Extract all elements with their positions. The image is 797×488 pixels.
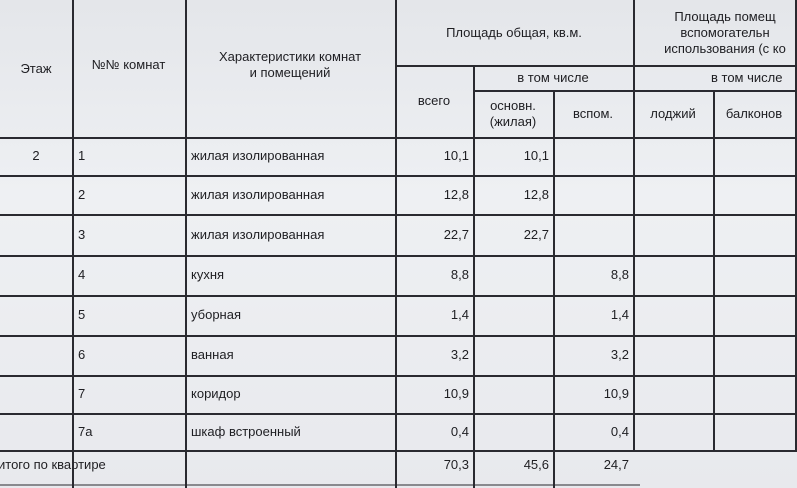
grid-horizontal	[0, 175, 797, 177]
row-all: 10,9	[443, 386, 469, 401]
grid-horizontal	[0, 335, 797, 337]
row-floor	[0, 335, 72, 375]
header-room-no: №№ комнат	[91, 57, 166, 72]
row-floor	[0, 295, 72, 335]
row-name: ванная	[191, 347, 234, 362]
row-aux: 0,4	[610, 423, 629, 439]
row-aux: 1,4	[610, 307, 629, 322]
header-including-2: в том числе	[711, 69, 783, 85]
row-aux	[553, 137, 633, 175]
row-floor	[0, 375, 72, 413]
row-no: 1	[78, 148, 86, 163]
header-total-area: Площадь общая, кв.м.	[446, 24, 582, 40]
row-all: 8,8	[450, 267, 469, 282]
header-characteristics: Характеристики комнат и помещений	[218, 49, 362, 80]
grid-horizontal	[0, 413, 797, 415]
header-including: в том числе	[517, 69, 589, 85]
row-floor: 2	[32, 148, 40, 163]
row-name: жилая изолированная	[191, 226, 325, 242]
row-name: кухня	[191, 267, 225, 282]
grid-horizontal	[0, 137, 797, 139]
grid-horizontal	[473, 90, 797, 92]
row-aux: 10,9	[603, 386, 629, 401]
row-main	[473, 413, 553, 450]
row-floor	[0, 175, 72, 214]
row-floor	[0, 255, 72, 295]
row-name: уборная	[191, 307, 242, 322]
grid-vertical	[395, 0, 397, 488]
header-aux-area: Площадь помещ вспомогательн использовани…	[664, 8, 786, 56]
row-main	[473, 255, 553, 295]
grid-horizontal	[0, 214, 797, 216]
row-all: 0,4	[450, 423, 469, 439]
row-aux	[553, 175, 633, 214]
row-main	[473, 295, 553, 335]
grid-vertical	[713, 90, 715, 450]
grid-horizontal	[0, 484, 640, 486]
header-all: всего	[417, 93, 451, 108]
row-name: жилая изолированная	[191, 186, 325, 202]
total-label: итого по квартире	[0, 457, 106, 472]
grid-horizontal	[0, 295, 797, 297]
row-no: 6	[78, 347, 86, 362]
row-aux	[553, 214, 633, 255]
grid-vertical	[72, 0, 74, 488]
row-all: 3,2	[450, 347, 469, 362]
row-no: 7а	[78, 423, 93, 439]
total-main: 45,6	[523, 457, 549, 472]
row-main: 10,1	[523, 148, 549, 163]
grid-vertical	[185, 0, 187, 488]
header-aux: вспом.	[572, 105, 614, 121]
row-no: 7	[78, 386, 86, 401]
row-aux: 3,2	[610, 347, 629, 362]
grid-vertical	[473, 65, 475, 488]
row-no: 3	[78, 226, 86, 242]
row-aux: 8,8	[610, 267, 629, 282]
header-floor: Этаж	[20, 60, 52, 76]
row-floor	[0, 214, 72, 255]
row-no: 5	[78, 307, 86, 322]
row-all: 22,7	[443, 226, 469, 242]
grid-horizontal	[0, 375, 797, 377]
row-all: 10,1	[443, 148, 469, 163]
row-all: 1,4	[450, 307, 469, 322]
row-name: коридор	[191, 386, 241, 401]
row-floor	[0, 413, 72, 450]
row-main: 12,8	[523, 186, 549, 202]
grid-vertical	[553, 90, 555, 488]
header-main: основн. (жилая)	[489, 97, 537, 129]
row-name: жилая изолированная	[191, 148, 325, 163]
header-loggias: лоджий	[650, 105, 696, 121]
grid-vertical	[633, 0, 635, 450]
row-main: 22,7	[523, 226, 549, 242]
total-all: 70,3	[443, 457, 469, 472]
row-no: 4	[78, 267, 86, 282]
grid-horizontal	[0, 450, 797, 452]
row-all: 12,8	[443, 186, 469, 202]
grid-horizontal	[0, 255, 797, 257]
row-name: шкаф встроенный	[191, 423, 301, 439]
row-main	[473, 375, 553, 413]
grid-vertical	[795, 0, 797, 450]
total-aux: 24,7	[603, 457, 629, 472]
row-no: 2	[78, 186, 86, 202]
grid-horizontal	[395, 65, 797, 67]
row-main	[473, 335, 553, 375]
header-balconies: балконов	[725, 105, 783, 121]
